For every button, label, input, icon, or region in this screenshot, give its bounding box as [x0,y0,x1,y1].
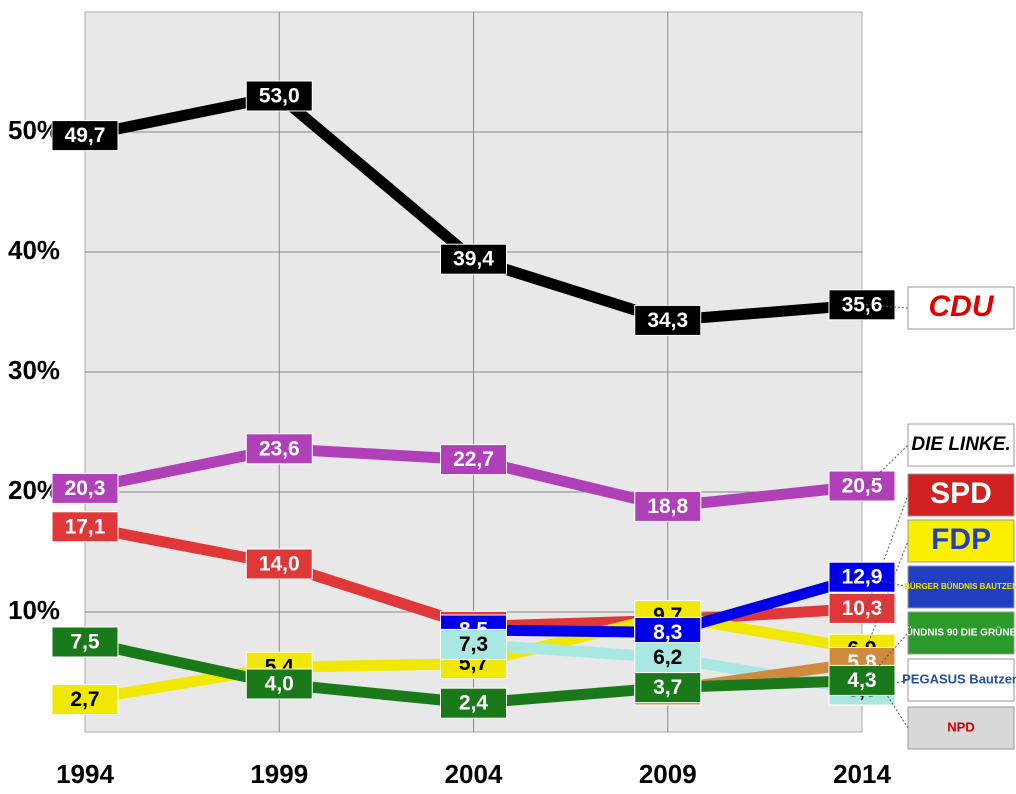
value-label-text: 7,3 [459,633,488,656]
y-tick-label: 30% [8,355,60,385]
legend-label: BÜNDNIS 90 DIE GRÜNEN [898,626,1016,639]
value-label: 14,0 [245,548,313,580]
x-tick-label: 1994 [56,759,114,789]
legend-logo [907,286,1015,330]
value-label-box [634,642,702,674]
value-label-text: 10,3 [842,597,883,620]
value-label: 18,8 [634,490,702,522]
legend-logo [907,706,1015,750]
value-label: 2,7 [51,684,119,716]
value-label-text: 7,5 [70,631,100,654]
value-label-box [634,490,702,522]
leader-line [865,540,909,650]
legend-label: SPD [930,477,992,510]
value-label-text: 20,3 [65,477,106,500]
value-label: 20,5 [828,470,896,502]
value-label: 35,6 [828,289,896,321]
legend-logo [907,473,1015,517]
legend-label: PEGASUS Bautzen [902,671,1016,686]
value-label-box [51,472,119,504]
value-label: 34,3 [634,304,702,336]
value-label: 3,7 [634,672,702,704]
value-label: 10,3 [828,592,896,624]
x-tick-label: 2004 [445,759,503,789]
value-label-box [440,628,507,660]
value-label-box [245,80,313,112]
value-label-text: 53,0 [259,85,300,108]
value-label-box [828,664,896,696]
leader-line [865,632,909,681]
legend-label: FDP [931,523,991,556]
y-tick-label: 50% [8,115,60,145]
value-label-text: 49,7 [65,124,106,147]
x-tick-label: 2014 [833,759,891,789]
value-label-text: 12,9 [842,566,883,589]
value-label-text: 4,0 [265,673,294,696]
value-label-text: 2,7 [70,688,99,711]
legend-label: BÜRGER BÜNDNIS BAUTZEN [904,582,1016,591]
legend-logo [907,519,1015,563]
y-tick-label: 20% [8,475,60,505]
value-label-text: 39,4 [453,248,494,271]
legend-label: NPD [947,719,974,734]
legend-logo [907,611,1015,655]
value-label-text: 18,8 [647,495,688,518]
value-label-box [828,592,896,624]
leader-line [865,444,909,487]
value-label: 20,3 [51,472,119,504]
value-label-text: 2,4 [459,692,489,715]
value-label: 2,4 [440,687,507,719]
value-label-box [51,626,119,658]
leader-line [865,304,909,309]
value-label-box [245,668,313,700]
value-label-box [634,304,702,336]
value-label-box [440,444,507,476]
value-label-text: 8,3 [653,621,682,644]
x-tick-label: 2009 [639,759,697,789]
y-tick-label: 40% [8,235,60,265]
value-label: 4,0 [245,668,313,700]
value-label: 39,4 [440,243,507,275]
legend-label: CDU [929,290,995,323]
value-label: 23,6 [245,433,313,465]
value-label-text: 6,2 [653,646,682,669]
value-label-text: 4,3 [847,669,876,692]
value-label-box [51,511,119,543]
value-label-box [51,120,119,152]
value-label-box [245,433,313,465]
value-label-text: 14,0 [259,553,300,576]
y-tick-label: 10% [8,595,60,625]
value-label-text: 3,7 [653,676,682,699]
legend-logo [907,565,1015,609]
value-label: 22,7 [440,444,507,476]
value-label: 53,0 [245,80,313,112]
value-label-box [828,289,896,321]
value-label-box [440,243,507,275]
value-label: 7,3 [440,628,507,660]
legend-logo [907,423,1015,467]
value-label-text: 22,7 [453,448,494,471]
value-label: 49,7 [51,120,119,152]
value-label-box [828,561,896,593]
value-label: 4,3 [828,664,896,696]
value-label-box [245,548,313,580]
value-label: 7,5 [51,626,119,658]
legend-logo [907,658,1015,702]
value-label-text: 23,6 [259,437,300,460]
value-label: 12,9 [828,561,896,593]
value-label-text: 20,5 [842,475,883,498]
legend-label: DIE LINKE. [911,434,1010,455]
value-label-box [634,672,702,704]
value-label: 17,1 [51,511,119,543]
leader-line [865,576,909,588]
value-label-box [51,684,119,716]
x-tick-label: 1999 [250,759,308,789]
value-label-box [440,687,507,719]
value-label-text: 17,1 [65,515,106,538]
value-label-text: 34,3 [647,309,688,332]
value-label-text: 35,6 [842,293,883,316]
value-label-box [828,470,896,502]
value-label: 6,2 [634,642,702,674]
